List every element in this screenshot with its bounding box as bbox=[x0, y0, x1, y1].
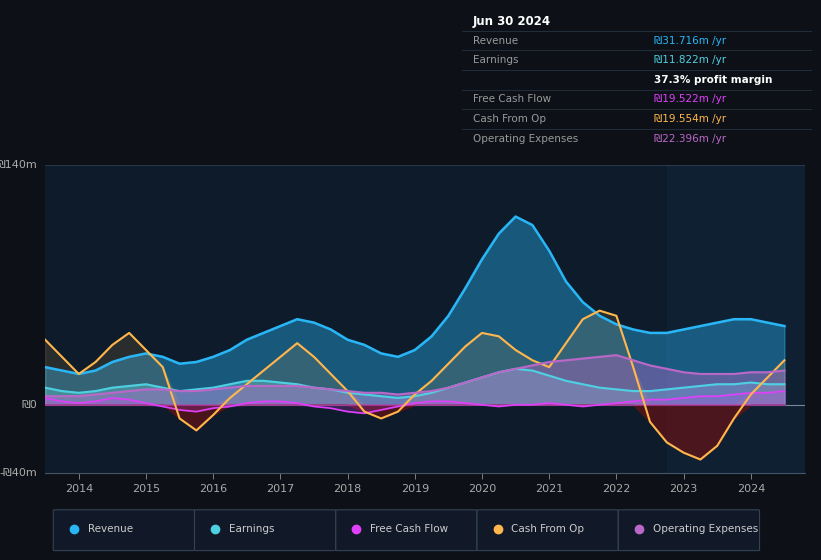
Text: ₪11.822m /yr: ₪11.822m /yr bbox=[654, 55, 727, 65]
FancyBboxPatch shape bbox=[336, 510, 477, 550]
Text: 37.3% profit margin: 37.3% profit margin bbox=[654, 75, 773, 85]
Text: ₪19.522m /yr: ₪19.522m /yr bbox=[654, 95, 727, 104]
Text: Earnings: Earnings bbox=[473, 55, 518, 65]
Text: ₪19.554m /yr: ₪19.554m /yr bbox=[654, 114, 727, 124]
Text: Cash From Op: Cash From Op bbox=[511, 524, 585, 534]
Text: ₪31.716m /yr: ₪31.716m /yr bbox=[654, 36, 727, 45]
Text: ₪0: ₪0 bbox=[22, 400, 38, 410]
Text: Operating Expenses: Operating Expenses bbox=[653, 524, 758, 534]
Text: Jun 30 2024: Jun 30 2024 bbox=[473, 15, 551, 27]
Text: Operating Expenses: Operating Expenses bbox=[473, 134, 578, 143]
Text: Revenue: Revenue bbox=[88, 524, 133, 534]
Text: Free Cash Flow: Free Cash Flow bbox=[473, 95, 551, 104]
Text: Cash From Op: Cash From Op bbox=[473, 114, 546, 124]
Text: ₪140m: ₪140m bbox=[0, 160, 38, 170]
Text: Revenue: Revenue bbox=[473, 36, 518, 45]
Text: Earnings: Earnings bbox=[229, 524, 274, 534]
FancyBboxPatch shape bbox=[53, 510, 195, 550]
FancyBboxPatch shape bbox=[195, 510, 336, 550]
Text: -₪40m: -₪40m bbox=[0, 468, 38, 478]
Text: ₪22.396m /yr: ₪22.396m /yr bbox=[654, 134, 727, 143]
FancyBboxPatch shape bbox=[477, 510, 618, 550]
FancyBboxPatch shape bbox=[618, 510, 759, 550]
Bar bbox=[667, 165, 805, 473]
Text: Free Cash Flow: Free Cash Flow bbox=[370, 524, 448, 534]
